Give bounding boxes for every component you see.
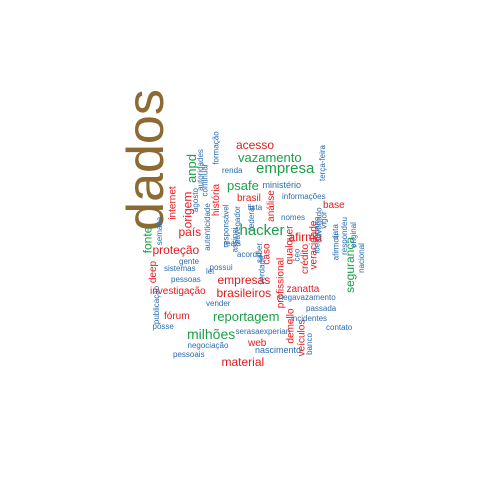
cloud-word: reais bbox=[223, 239, 241, 248]
cloud-word: verdade bbox=[256, 255, 266, 285]
cloud-word: federal bbox=[247, 205, 257, 231]
cloud-word: incidentes bbox=[291, 314, 328, 323]
cloud-word: empresas bbox=[217, 273, 271, 287]
cloud-word: crédito bbox=[300, 243, 312, 275]
cloud-word: nacional bbox=[356, 243, 366, 273]
cloud-word: pessoas bbox=[171, 275, 201, 284]
cloud-word: afirma bbox=[288, 230, 322, 244]
cloud-word: negociação bbox=[187, 341, 229, 350]
cloud-word: reportagem bbox=[213, 308, 280, 324]
cloud-word: contato bbox=[326, 323, 353, 332]
cloud-word: fonte bbox=[139, 226, 154, 254]
cloud-word: possui bbox=[209, 263, 233, 272]
cloud-word: terça-feira bbox=[318, 144, 328, 182]
cloud-word: acesso bbox=[236, 138, 275, 152]
cloud-word: base bbox=[323, 200, 345, 211]
cloud-word: semana bbox=[155, 216, 165, 246]
cloud-word: megavazamento bbox=[276, 293, 336, 302]
cloud-word: afirmou bbox=[330, 233, 340, 261]
cloud-word: deep bbox=[148, 260, 160, 284]
cloud-word: vender bbox=[206, 299, 231, 308]
cloud-word: zanatta bbox=[286, 284, 320, 295]
cloud-word: análise bbox=[265, 190, 277, 222]
cloud-word: vazamento bbox=[238, 149, 302, 165]
cloud-word: passada bbox=[306, 304, 337, 313]
cloud-word: investigação bbox=[150, 286, 206, 297]
cloud-word: assinei bbox=[229, 227, 239, 253]
cloud-word: informações bbox=[282, 192, 326, 201]
cloud-word: banco bbox=[304, 333, 314, 355]
cloud-word: posse bbox=[152, 322, 174, 331]
cloud-word: publicação bbox=[152, 285, 162, 325]
cloud-word: brasileiros bbox=[216, 286, 272, 300]
cloud-word: nascimento bbox=[255, 344, 302, 355]
cloud-word: web bbox=[248, 338, 267, 349]
cloud-word: continuar bbox=[199, 163, 209, 197]
cloud-word: país bbox=[178, 225, 202, 239]
cloud-word: renda bbox=[222, 166, 243, 175]
cloud-word: fórum bbox=[164, 311, 190, 322]
cloud-word: ceo bbox=[291, 248, 301, 262]
cloud-word: respondeu bbox=[339, 217, 349, 255]
cloud-word: psafe bbox=[227, 177, 259, 193]
cloud-word: serasaexperian bbox=[235, 327, 291, 336]
cloud-word: milhões bbox=[187, 326, 236, 342]
cloud-word: gente bbox=[179, 257, 200, 266]
cloud-word: empresa bbox=[256, 159, 315, 177]
cloud-word: agosto bbox=[191, 187, 201, 213]
cloud-word: lei bbox=[206, 267, 215, 276]
cloud-word: autenticidade bbox=[202, 203, 212, 251]
cloud-word: acordo bbox=[237, 250, 262, 259]
cloud-word: dados bbox=[116, 89, 175, 231]
cloud-word: ministério bbox=[262, 179, 302, 190]
cloud-word: nomes bbox=[281, 213, 306, 222]
cloud-word: pessoais bbox=[173, 350, 205, 359]
cloud-word: proteção bbox=[152, 243, 200, 257]
cloud-word: sistemas bbox=[164, 264, 196, 273]
cloud-word: lista bbox=[248, 203, 263, 212]
cloud-word: vigor bbox=[319, 211, 329, 229]
cloud-word: hacker bbox=[239, 221, 285, 239]
cloud-word: brasil bbox=[237, 193, 261, 204]
cloud-word: material bbox=[221, 355, 265, 369]
cloud-word: formação bbox=[211, 131, 221, 165]
cloud-word: internet bbox=[167, 186, 179, 220]
